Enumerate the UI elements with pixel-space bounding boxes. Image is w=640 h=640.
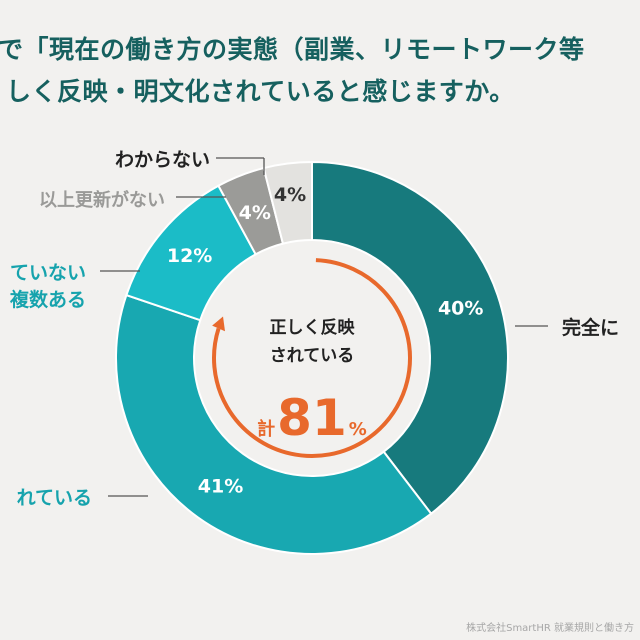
- total-arc-arrowhead: [212, 316, 225, 332]
- category-label-complete: 完全に: [562, 316, 619, 339]
- slice-unknown: [262, 160, 313, 245]
- total-arc: [212, 258, 412, 458]
- center-total-prefix: 計: [257, 418, 275, 440]
- donut-slices: [115, 160, 509, 556]
- percent-label-unknown: 4%: [274, 184, 306, 206]
- source-credit: 株式会社SmartHR 就業規則と働き方: [466, 623, 634, 634]
- category-label-mostly: れている: [17, 487, 92, 509]
- slice-mostly: [115, 293, 433, 556]
- leader-lines: [100, 157, 548, 497]
- center-total-value: 81: [277, 389, 347, 447]
- center-total-unit: %: [349, 419, 367, 440]
- center-total: 計81%: [257, 389, 367, 447]
- percent-label-multiple: 12%: [167, 245, 212, 267]
- percent-labels: 40% 41% 12% 4%4%: [167, 184, 484, 498]
- percent-label-complete: 40%: [438, 298, 483, 320]
- category-label-unknown: わからない: [115, 149, 210, 171]
- percent-label-mostly: 41%: [198, 476, 243, 498]
- center-summary: 正しく反映 されている 計81%: [212, 258, 412, 458]
- slice-complete: [311, 160, 509, 516]
- category-label-not_updated: 以上更新がない: [39, 189, 165, 211]
- chart-title-line-2: しく反映・明文化されていると感じますか。: [6, 77, 515, 106]
- category-label-multiple: ていない複数ある: [9, 262, 86, 311]
- center-label-line-2: されている: [270, 346, 355, 366]
- percent-label-not_updated: 4%: [239, 202, 271, 224]
- chart-title-line-1: で「現在の働き方の実態（副業、リモートワーク等: [0, 35, 585, 64]
- center-label-line-1: 正しく反映: [270, 317, 356, 338]
